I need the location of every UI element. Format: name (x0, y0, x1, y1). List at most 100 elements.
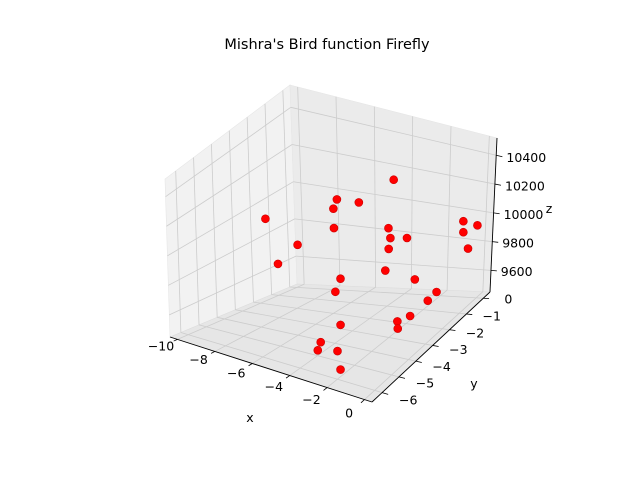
data-point (393, 324, 403, 333)
x-grid-wall (373, 106, 377, 288)
data-point (423, 296, 433, 305)
y-grid-wall (193, 157, 200, 325)
data-point (329, 223, 339, 233)
data-point (405, 311, 415, 321)
z-grid-left (167, 181, 294, 257)
data-point (473, 221, 482, 230)
y-grid-floor (217, 316, 416, 362)
x-tick-label: −4 (265, 379, 283, 394)
data-point (336, 320, 345, 330)
x-tick-label: −2 (302, 392, 320, 407)
x-grid-wall (335, 96, 341, 286)
y-grid-wall (228, 130, 236, 310)
z-tick-mark (493, 212, 500, 215)
y-tick-mark (415, 360, 422, 363)
y-tick-label: −2 (466, 325, 484, 340)
y-axis-label: y (470, 376, 478, 391)
z-tick-label: 9600 (501, 264, 533, 279)
data-point (381, 266, 390, 275)
data-point (316, 337, 326, 347)
x-tick-label: 0 (345, 406, 353, 421)
data-point (459, 227, 468, 237)
x-grid-floor (326, 289, 448, 388)
y-grid-wall (175, 170, 182, 333)
x-grid-floor (252, 286, 376, 364)
y-grid-floor (271, 294, 467, 315)
y-tick-mark (398, 376, 406, 379)
x-tick-mark (173, 339, 178, 342)
x-grid-wall (482, 136, 490, 292)
y-grid-wall (211, 144, 218, 318)
z-tick-mark (494, 183, 502, 186)
y-grid-wall (264, 103, 272, 295)
y-tick-label: −5 (416, 376, 434, 391)
z-grid-left (166, 144, 293, 227)
data-point (313, 345, 323, 355)
x-tick-mark (285, 375, 290, 379)
x-tick-mark (210, 351, 216, 354)
data-point (331, 287, 340, 297)
z-grid-left (168, 218, 295, 286)
y-grid-floor (289, 286, 484, 299)
z-grid-left (165, 106, 292, 198)
x-grid-floor (177, 283, 305, 340)
y-grid-floor (235, 309, 433, 346)
x-grid-floor (214, 285, 341, 352)
z-grid-back (295, 255, 492, 271)
y-tick-mark (381, 392, 389, 395)
data-points (261, 175, 482, 374)
y-tick-label: −4 (432, 359, 450, 374)
data-point (410, 275, 420, 284)
z-grid-back (293, 181, 494, 214)
x-grid-floor (289, 288, 412, 376)
y-grid-floor (180, 332, 383, 393)
x-grid-floor (364, 291, 484, 400)
z-axis-label: z (546, 201, 553, 216)
y-tick-label: −3 (449, 342, 467, 357)
x-grid-wall (297, 86, 305, 285)
y-tick-mark (449, 329, 456, 331)
data-point (333, 346, 342, 356)
y-tick-label: −6 (399, 392, 417, 407)
data-point (384, 244, 393, 254)
data-point (459, 216, 468, 226)
data-point (393, 317, 402, 326)
x-grid-wall (446, 126, 452, 291)
y-grid-floor (198, 324, 400, 378)
data-point (329, 204, 338, 213)
x-tick-label: −8 (189, 352, 207, 367)
data-point (463, 244, 473, 253)
z-tick-label: 10400 (506, 150, 546, 165)
z-tick-label: 9800 (502, 236, 534, 251)
y-grid-wall (282, 90, 291, 288)
z-tick-mark (496, 154, 503, 158)
data-point (293, 240, 302, 250)
y-tick-mark (466, 313, 473, 315)
y-axis-line (371, 291, 491, 403)
data-point (336, 365, 345, 374)
z-grid-back (294, 218, 493, 243)
grid-lines (165, 86, 497, 400)
data-point (402, 233, 412, 243)
y-grid-wall (246, 117, 254, 303)
x-tick-mark (323, 387, 328, 391)
data-point (354, 198, 364, 207)
axis-lines (169, 137, 503, 404)
data-point (336, 274, 345, 283)
z-grid-back (290, 106, 497, 156)
data-point (384, 223, 393, 233)
data-point (432, 287, 441, 297)
data-point (389, 175, 398, 185)
y-tick-label: 0 (504, 292, 512, 307)
x-tick-label: −6 (227, 365, 245, 380)
x-tick-label: −10 (148, 339, 174, 354)
data-point (261, 214, 270, 224)
y-tick-label: −1 (483, 309, 501, 324)
x-tick-mark (248, 363, 253, 367)
data-point (273, 259, 283, 269)
chart-title: Mishra's Bird function Firefly (224, 37, 430, 53)
y-grid-floor (253, 301, 450, 331)
z-tick-mark (492, 241, 499, 243)
z-tick-label: 10000 (504, 207, 544, 222)
